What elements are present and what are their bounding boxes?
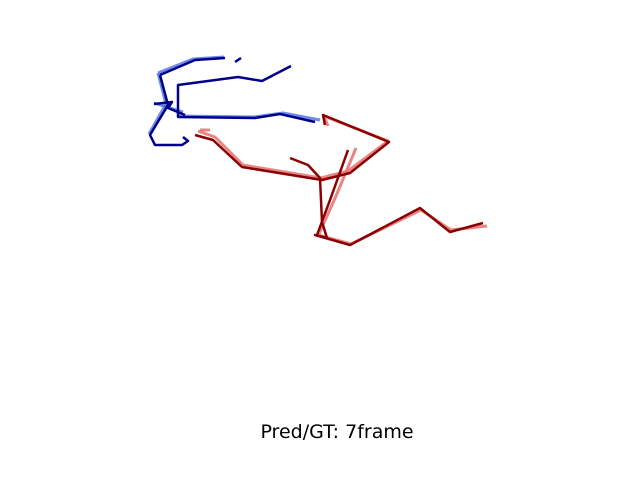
pred-limb (176, 64, 292, 100)
pred-limb (148, 74, 190, 147)
figure-title: Pred/GT: 7frame (260, 421, 413, 443)
pred-limb (176, 100, 316, 124)
pred-limb (315, 149, 350, 236)
pred-limb (153, 100, 186, 117)
pred-limb (194, 113, 391, 182)
gt-limb (147, 72, 168, 135)
pred-limb (159, 56, 226, 77)
pred-limb (289, 156, 484, 247)
predicted-skeleton (148, 56, 484, 247)
pred-limb (234, 56, 242, 64)
ground-truth-skeleton (147, 55, 488, 246)
gt-limb (317, 208, 488, 246)
gt-limb (317, 147, 358, 235)
gt-limb (197, 114, 390, 180)
